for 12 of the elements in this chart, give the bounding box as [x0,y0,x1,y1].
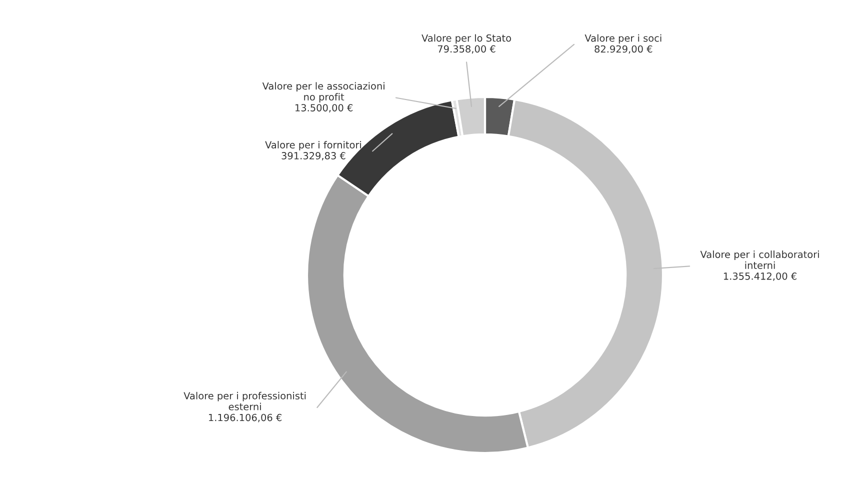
slice-label: Valore per lo Stato [422,34,512,44]
data-label: 1.355.412,00 € [724,272,796,281]
slice-label: Valore per i collaboratori interni [700,250,819,269]
data-label: 1.196.106,06 € [209,414,282,422]
data-label: 79.358,00 € [438,45,496,54]
slice-label: Valore per le associazioni no profit [262,82,384,102]
data-label: 13.500,00 € [296,104,353,112]
data-label: 82.929,00 € [594,45,652,54]
slice-label: Valore per i fornitori [265,140,362,150]
slice-label: Valore per i professionisti esterni [184,392,306,410]
slice-label: Valore per i soci [584,34,662,44]
data-label: 391.329,83 € [282,152,346,160]
